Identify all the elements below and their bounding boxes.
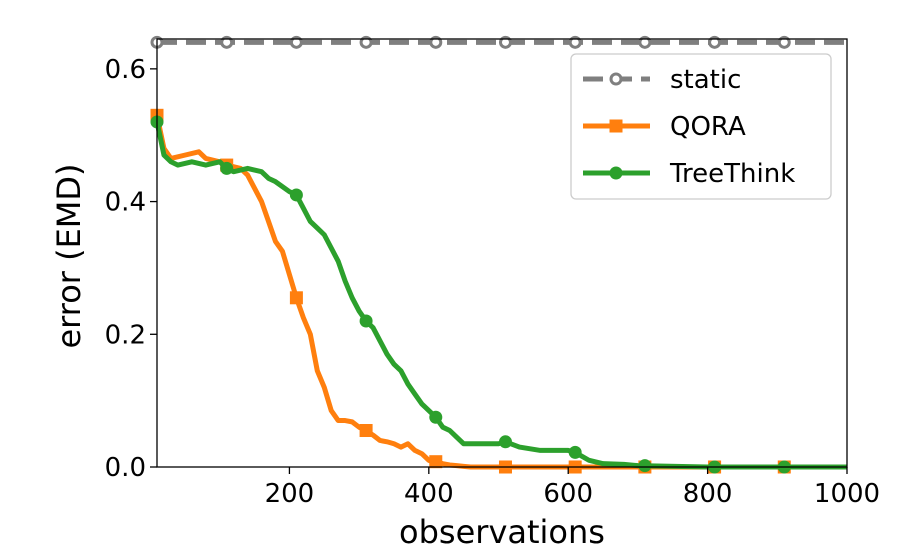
legend-entries: static QORA TreeThink: [583, 65, 795, 189]
x-axis-label: observations: [399, 513, 605, 551]
y-axis-ticks: 0.0 0.2 0.4 0.6: [105, 55, 157, 483]
legend-marker-qora: [609, 119, 623, 133]
legend-marker-treethink: [609, 166, 623, 180]
data-point-qora: [429, 455, 443, 469]
data-point-treethink: [638, 459, 652, 473]
data-point-qora: [289, 291, 303, 305]
data-point-static: [777, 35, 791, 49]
series-layer: [150, 35, 847, 474]
data-point-treethink: [289, 188, 303, 202]
y-tick-label: 0.2: [105, 320, 146, 350]
data-point-static: [498, 35, 512, 49]
y-axis-label: error (EMD): [50, 163, 88, 348]
legend-item-static: static: [583, 65, 741, 95]
legend-marker-static: [609, 72, 623, 86]
plot-frame: [156, 38, 848, 468]
legend-box: [570, 53, 832, 200]
series-static: [150, 35, 847, 49]
data-point-static: [220, 35, 234, 49]
data-point-treethink: [359, 314, 373, 328]
x-axis-ticks: 200 400 600 800 1000: [265, 467, 880, 509]
legend-item-qora: QORA: [583, 112, 746, 142]
legend-label-qora: QORA: [670, 112, 746, 142]
x-tick-label: 600: [543, 479, 593, 509]
series-line-treethink: [154, 121, 847, 470]
legend-label-treethink: TreeThink: [669, 159, 795, 189]
data-point-static: [638, 35, 652, 49]
y-tick-label: 0.4: [105, 188, 146, 218]
x-tick-label: 800: [683, 479, 733, 509]
data-point-static: [289, 35, 303, 49]
y-tick-label: 0.6: [105, 55, 146, 85]
x-tick-label: 400: [404, 479, 454, 509]
data-point-static: [359, 35, 373, 49]
data-point-qora: [359, 424, 373, 438]
x-tick-label: 1000: [814, 479, 880, 509]
data-point-static: [708, 35, 722, 49]
data-point-static: [429, 35, 443, 49]
legend-label-static: static: [670, 65, 741, 95]
data-point-static: [568, 35, 582, 49]
x-tick-label: 200: [265, 479, 315, 509]
data-point-treethink: [568, 445, 582, 459]
legend-item-treethink: TreeThink: [583, 159, 795, 189]
legend: static QORA TreeThink: [570, 53, 832, 200]
y-tick-label: 0.0: [105, 453, 146, 483]
data-point-treethink: [220, 161, 234, 175]
data-point-treethink: [429, 410, 443, 424]
data-point-treethink: [498, 435, 512, 449]
series-treethink: [150, 115, 847, 474]
